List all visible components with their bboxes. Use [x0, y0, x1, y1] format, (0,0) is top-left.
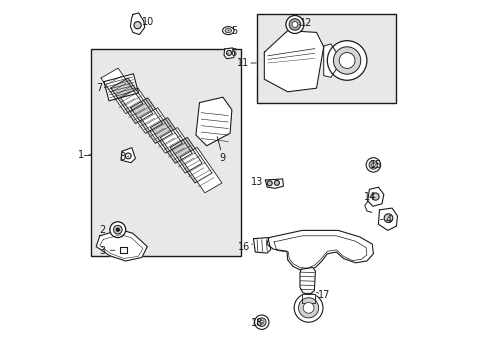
Polygon shape: [170, 138, 212, 183]
Text: 18: 18: [250, 318, 263, 328]
Text: 13: 13: [250, 177, 263, 187]
Polygon shape: [111, 78, 152, 123]
Polygon shape: [180, 147, 222, 193]
Polygon shape: [103, 74, 138, 101]
Circle shape: [333, 47, 360, 74]
Polygon shape: [266, 230, 373, 271]
Polygon shape: [120, 247, 126, 253]
Circle shape: [125, 153, 131, 159]
Text: 15: 15: [369, 160, 381, 170]
Circle shape: [285, 15, 303, 33]
Text: 6: 6: [229, 48, 236, 58]
Circle shape: [368, 161, 377, 169]
Polygon shape: [196, 97, 231, 146]
Polygon shape: [299, 267, 315, 294]
Polygon shape: [367, 187, 383, 206]
Polygon shape: [121, 88, 162, 134]
Circle shape: [254, 315, 268, 329]
Circle shape: [116, 228, 120, 231]
Bar: [257, 14, 395, 103]
Circle shape: [260, 320, 263, 324]
Polygon shape: [121, 148, 135, 163]
Circle shape: [384, 214, 392, 222]
Circle shape: [291, 22, 297, 27]
Text: 2: 2: [99, 225, 105, 235]
Circle shape: [298, 298, 318, 318]
Text: 9: 9: [220, 153, 225, 163]
Circle shape: [371, 163, 374, 167]
Ellipse shape: [224, 28, 231, 33]
Text: 5: 5: [231, 26, 237, 36]
Polygon shape: [96, 230, 147, 261]
Bar: [91, 49, 241, 256]
Text: 16: 16: [237, 242, 249, 252]
Circle shape: [266, 181, 272, 186]
Polygon shape: [264, 31, 323, 92]
Polygon shape: [101, 68, 142, 114]
Polygon shape: [253, 238, 270, 253]
Circle shape: [366, 158, 380, 172]
Polygon shape: [150, 118, 192, 163]
Circle shape: [371, 193, 378, 200]
Polygon shape: [224, 48, 234, 59]
Polygon shape: [378, 208, 397, 230]
Text: 1: 1: [78, 150, 83, 160]
Polygon shape: [323, 44, 336, 77]
Text: 10: 10: [142, 17, 154, 27]
Circle shape: [288, 19, 300, 30]
Circle shape: [226, 50, 231, 55]
Polygon shape: [140, 108, 182, 153]
Circle shape: [294, 293, 322, 322]
Text: 7: 7: [96, 83, 102, 93]
Polygon shape: [265, 179, 283, 188]
Circle shape: [113, 225, 122, 234]
Polygon shape: [160, 127, 202, 173]
Text: 8: 8: [119, 152, 125, 162]
Circle shape: [339, 53, 354, 68]
Ellipse shape: [222, 27, 234, 35]
Circle shape: [110, 222, 125, 238]
Polygon shape: [130, 13, 144, 35]
Circle shape: [303, 302, 313, 313]
Circle shape: [274, 180, 279, 185]
Circle shape: [134, 22, 141, 29]
Text: 17: 17: [317, 290, 329, 300]
Text: 11: 11: [236, 58, 248, 68]
Polygon shape: [130, 98, 172, 143]
Text: 14: 14: [363, 192, 375, 202]
Polygon shape: [302, 294, 314, 303]
Circle shape: [257, 318, 265, 327]
Text: 12: 12: [299, 18, 311, 28]
Text: 4: 4: [385, 215, 391, 225]
Circle shape: [326, 41, 366, 80]
Text: 3: 3: [99, 246, 105, 256]
